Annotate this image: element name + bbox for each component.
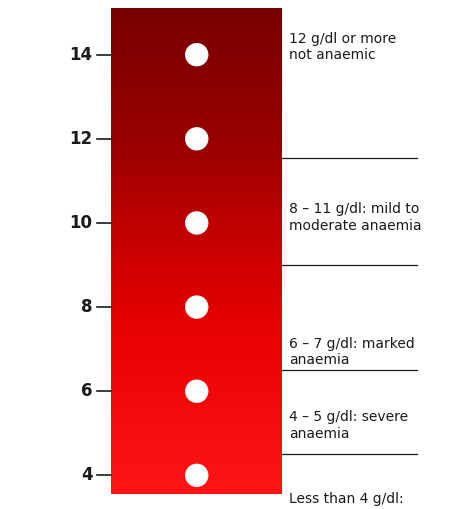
Ellipse shape [186,128,208,150]
Text: 8 – 11 g/dl: mild to
moderate anaemia: 8 – 11 g/dl: mild to moderate anaemia [289,202,422,233]
Ellipse shape [186,44,208,66]
Ellipse shape [186,380,208,402]
Text: Less than 4 g/dl:
critical: Less than 4 g/dl: critical [289,492,404,509]
Ellipse shape [186,464,208,486]
Text: 4 – 5 g/dl: severe
anaemia: 4 – 5 g/dl: severe anaemia [289,410,408,441]
Text: 12 g/dl or more
not anaemic: 12 g/dl or more not anaemic [289,32,396,62]
Ellipse shape [186,212,208,234]
Text: 12: 12 [69,130,92,148]
Text: 10: 10 [69,214,92,232]
Text: 14: 14 [69,46,92,64]
Text: 6 – 7 g/dl: marked
anaemia: 6 – 7 g/dl: marked anaemia [289,336,415,367]
Text: 8: 8 [81,298,92,316]
Text: 4: 4 [81,466,92,485]
Ellipse shape [186,296,208,318]
Text: 6: 6 [81,382,92,400]
